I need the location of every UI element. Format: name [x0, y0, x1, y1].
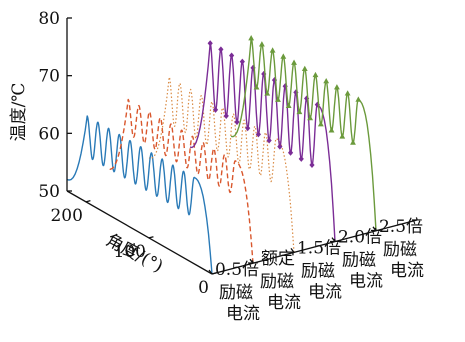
- series-5-marker: [296, 108, 303, 115]
- x-axis: [211, 219, 418, 275]
- category-label-line: 2.0倍: [338, 228, 382, 248]
- series-5-marker: [355, 96, 362, 102]
- series-4-marker: [266, 137, 272, 144]
- series-5-marker: [301, 65, 308, 72]
- series-4-marker: [287, 149, 294, 156]
- z-tick-label: 60: [38, 124, 60, 144]
- series-2-line: [107, 98, 254, 264]
- series-5-marker: [291, 59, 297, 65]
- x-tick: [208, 269, 213, 275]
- category-label-line: 励磁: [219, 283, 253, 303]
- y-axis: [66, 190, 213, 275]
- y-tick: [85, 199, 91, 203]
- y-tick-label: 200: [50, 206, 82, 226]
- z-axis-title: 温度/℃: [9, 83, 29, 142]
- series-5-marker: [328, 127, 335, 133]
- series-5-marker: [280, 53, 287, 59]
- series-5-marker: [275, 96, 281, 102]
- series-2: [107, 98, 254, 264]
- series-5-marker: [312, 71, 319, 78]
- x-tick: [372, 226, 377, 232]
- category-label-line: 励磁: [301, 261, 335, 281]
- category-label-line: 额定: [261, 249, 295, 269]
- series-5-marker: [307, 114, 314, 121]
- series-4-marker: [207, 40, 213, 47]
- y-tick: [211, 272, 217, 275]
- z-tick-label: 50: [38, 182, 60, 202]
- category-label-line: 0.5倍: [215, 260, 259, 280]
- y-tick: [148, 236, 154, 239]
- series-5: [230, 35, 377, 231]
- series-1: [66, 115, 213, 275]
- series-4-marker: [298, 155, 304, 162]
- series-4-marker: [223, 112, 229, 119]
- category-label-line: 励磁: [342, 251, 376, 271]
- series-4-marker: [218, 46, 224, 53]
- series-4-marker: [309, 161, 315, 169]
- series-layer: [66, 35, 377, 275]
- series-5-marker: [285, 102, 292, 108]
- axes-layer: [66, 17, 418, 275]
- series-5-marker: [317, 121, 324, 127]
- category-label-line: 励磁: [383, 240, 417, 260]
- series-4-marker: [212, 106, 219, 113]
- series-5-marker: [334, 84, 340, 90]
- series-5-marker: [264, 90, 271, 96]
- category-label-line: 电流: [390, 261, 424, 281]
- series-5-marker: [269, 47, 276, 53]
- series-3: [148, 76, 295, 253]
- series-5-marker: [253, 84, 260, 90]
- series-4-marker: [245, 125, 251, 132]
- category-label-line: 电流: [349, 272, 383, 292]
- x-tick: [331, 237, 336, 242]
- series-5-marker: [323, 77, 330, 84]
- series-5-marker: [350, 139, 356, 145]
- series-5-marker: [339, 133, 346, 139]
- category-label-line: 1.5倍: [297, 238, 341, 258]
- category-label-line: 电流: [226, 304, 260, 324]
- y-tick-label: 100: [114, 242, 146, 262]
- series-4-marker: [255, 131, 261, 138]
- series-5-marker: [258, 41, 265, 47]
- series-3-line: [148, 76, 295, 253]
- series-1-line: [66, 115, 213, 275]
- category-label-line: 电流: [267, 293, 301, 313]
- y-tick-label: 0: [198, 278, 209, 298]
- z-tick-label: 80: [38, 9, 60, 29]
- x-tick: [249, 258, 254, 264]
- x-tick: [290, 248, 295, 253]
- series-5-marker: [248, 35, 255, 41]
- series-4-marker: [234, 118, 240, 126]
- labels-layer: 温度/℃ 角度/(°) 5060708001002000.5倍励磁电流额定励磁电…: [9, 9, 424, 324]
- category-label-line: 2.5倍: [379, 217, 423, 237]
- z-tick-label: 70: [38, 67, 60, 87]
- series-4-marker: [239, 58, 245, 65]
- category-label-line: 励磁: [260, 272, 294, 292]
- series-4-marker: [229, 52, 235, 59]
- category-label-line: 电流: [308, 282, 342, 302]
- series-5-marker: [344, 90, 351, 96]
- series-4-marker: [277, 143, 283, 150]
- series-4: [189, 40, 336, 242]
